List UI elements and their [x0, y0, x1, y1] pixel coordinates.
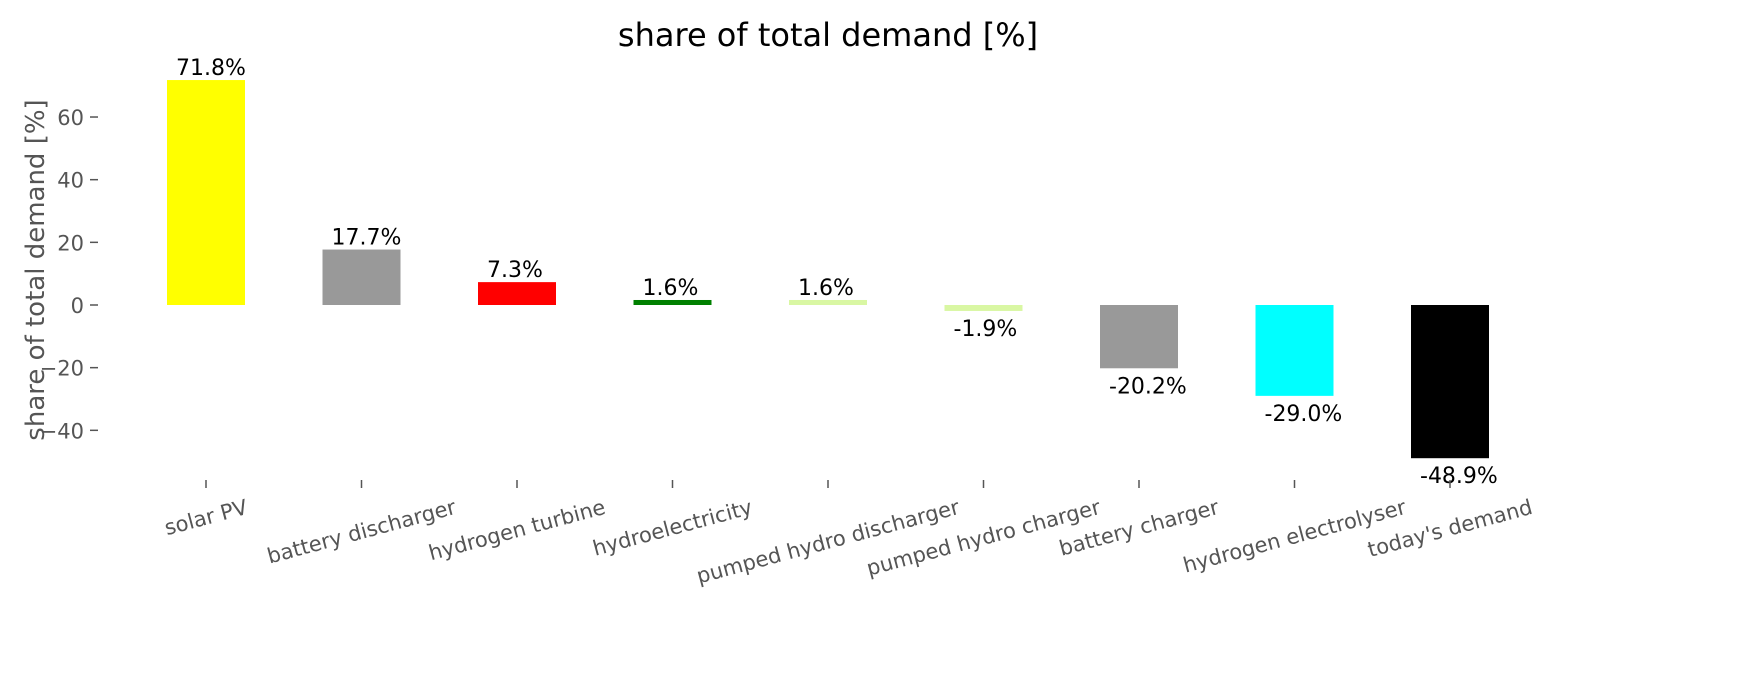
data-label: -48.9% — [1420, 464, 1498, 489]
data-label: 71.8% — [176, 56, 246, 81]
bar — [789, 299, 867, 305]
chart-title: share of total demand [%] — [618, 16, 1038, 54]
bar — [1255, 305, 1334, 396]
bar — [1411, 305, 1489, 459]
data-label: 17.7% — [332, 226, 402, 251]
bar — [478, 282, 556, 305]
y-tick-label: 20 — [57, 231, 84, 255]
y-axis-label: share of total demand [%] — [21, 99, 51, 440]
data-label: -29.0% — [1265, 402, 1343, 427]
y-axis: −40 −20 0 20 40 60 — [40, 106, 98, 443]
y-tick-label: 0 — [71, 294, 84, 318]
bar — [167, 80, 245, 305]
x-tick-label: hydroelectricity — [590, 495, 755, 561]
data-label: -1.9% — [954, 317, 1018, 342]
bar — [1100, 305, 1178, 369]
bar — [944, 305, 1023, 311]
y-tick-label: 60 — [57, 106, 84, 130]
y-tick-label: −40 — [40, 419, 84, 443]
bar — [322, 249, 401, 305]
x-tick-label: solar PV — [162, 495, 251, 540]
data-label: -20.2% — [1109, 374, 1187, 399]
bars: 71.8% 17.7% 7.3% 1.6% 1.6% -1.9% -20.2% -29.0% -… — [167, 56, 1498, 489]
data-label: 1.6% — [798, 276, 854, 301]
y-tick-label: −20 — [40, 357, 84, 381]
bar — [633, 299, 712, 305]
y-tick-label: 40 — [57, 169, 84, 193]
data-label: 1.6% — [643, 276, 699, 301]
data-label: 7.3% — [487, 258, 543, 283]
